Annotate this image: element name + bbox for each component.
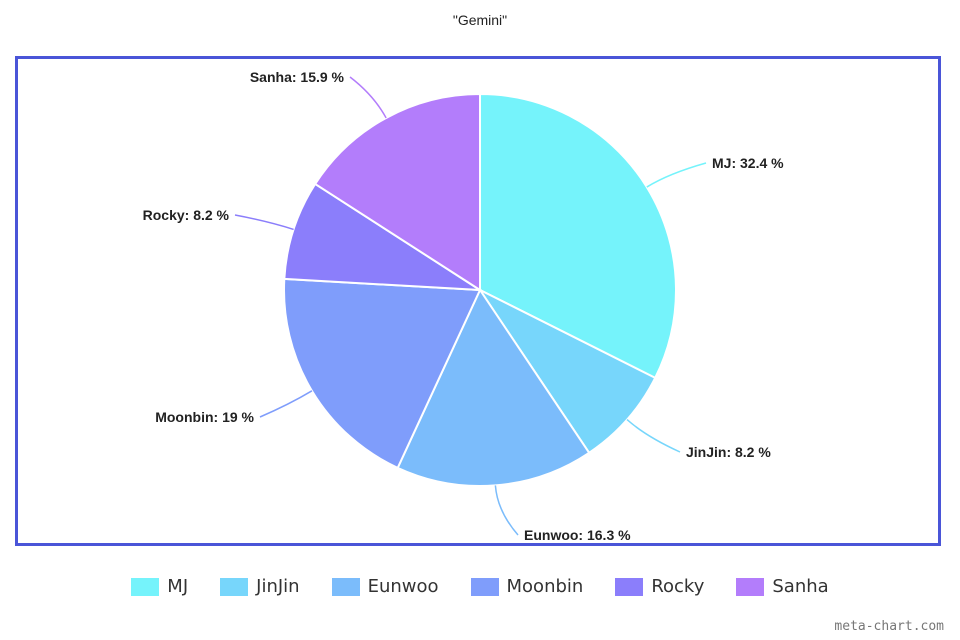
pie-slice-moonbin[interactable]: [283, 277, 482, 470]
watermark: meta-chart.com: [834, 619, 944, 634]
slice-label-sanha: Sanha: 15.9 %: [250, 69, 345, 85]
leader-line-rocky: [234, 214, 294, 231]
slice-label-jinjin: JinJin: 8.2 %: [686, 444, 771, 460]
legend-label: JinJin: [256, 576, 300, 597]
legend-swatch: [220, 577, 249, 596]
chart-title: "Gemini": [452, 12, 508, 28]
leader-line-jinjin: [626, 419, 681, 453]
legend-item-rocky[interactable]: Rocky: [615, 576, 704, 597]
slice-label-eunwoo: Eunwoo: 16.3 %: [524, 527, 631, 543]
legend-swatch: [470, 577, 499, 596]
slice-label-moonbin: Moonbin: 19 %: [155, 409, 254, 425]
slice-label-rocky: Rocky: 8.2 %: [143, 207, 230, 223]
legend-swatch: [615, 577, 644, 596]
legend-label: Sanha: [772, 576, 829, 597]
legend-swatch: [331, 577, 360, 596]
leader-line-sanha: [349, 76, 387, 119]
leader-line-eunwoo: [494, 485, 519, 536]
legend-item-jinjin[interactable]: JinJin: [220, 576, 300, 597]
legend-item-eunwoo[interactable]: Eunwoo: [331, 576, 439, 597]
legend-label: MJ: [167, 576, 189, 597]
pie-slice-mj[interactable]: [479, 92, 677, 380]
legend-label: Moonbin: [506, 576, 584, 597]
legend-item-moonbin[interactable]: Moonbin: [470, 576, 584, 597]
plot-area-frame: [15, 56, 941, 546]
legend-swatch: [736, 577, 765, 596]
legend-label: Rocky: [651, 576, 705, 597]
pie-slice-sanha[interactable]: [313, 92, 481, 292]
pie-slice-rocky[interactable]: [283, 182, 484, 292]
chart-legend: MJ JinJin Eunwoo Moonbin Rocky Sanha: [0, 576, 960, 597]
leader-line-moonbin: [259, 390, 313, 418]
legend-swatch: [131, 577, 160, 596]
leader-line-mj: [646, 162, 707, 188]
legend-label: Eunwoo: [367, 576, 439, 597]
legend-item-sanha[interactable]: Sanha: [736, 576, 829, 597]
slice-label-mj: MJ: 32.4 %: [712, 155, 784, 171]
legend-item-mj[interactable]: MJ: [131, 576, 188, 597]
pie-slice-jinjin[interactable]: [477, 287, 657, 455]
